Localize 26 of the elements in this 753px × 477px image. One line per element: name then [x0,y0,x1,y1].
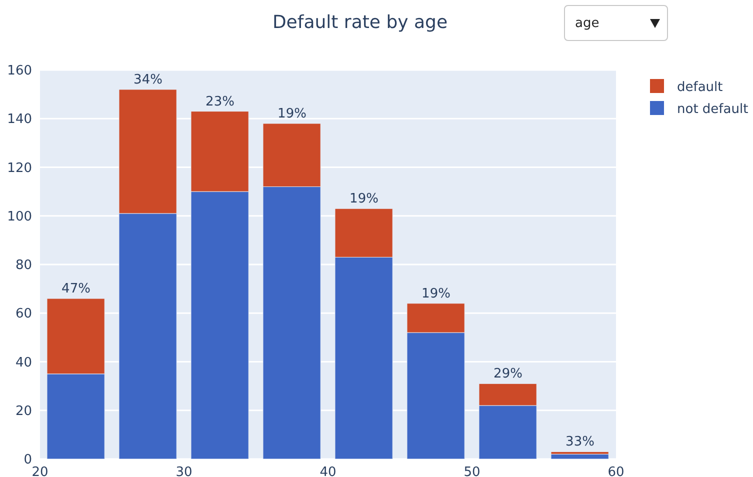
annotation: 19% [350,192,378,207]
annotation: 19% [278,106,306,122]
annotation: 34% [134,72,162,88]
y-tick-label: 140 [7,112,32,128]
x-tick-label: 40 [320,465,336,477]
y-tick-label: 100 [7,209,32,224]
annotation: 23% [206,94,234,110]
x-tick-label: 20 [32,465,48,477]
x-tick-label: 50 [464,465,480,477]
annotation: 33% [566,434,594,450]
annotation: 29% [494,366,522,382]
y-tick-label: 60 [15,306,32,322]
legend-label: not default [677,102,748,117]
annotation: 19% [422,286,450,302]
y-tick-label: 0 [24,452,32,468]
x-tick-label: 60 [608,465,624,477]
y-tick-label: 40 [15,355,32,370]
y-tick-label: 80 [15,258,32,274]
annotation: 47% [62,282,90,297]
dropdown: age [564,5,668,41]
y-tick-label: 20 [15,404,32,419]
chart-title: Default rate by age [272,12,448,33]
x-tick-label: 30 [176,465,192,477]
y-tick-label: 120 [7,160,32,176]
y-tick-label: 160 [7,64,32,79]
legend-label: default [677,80,723,95]
